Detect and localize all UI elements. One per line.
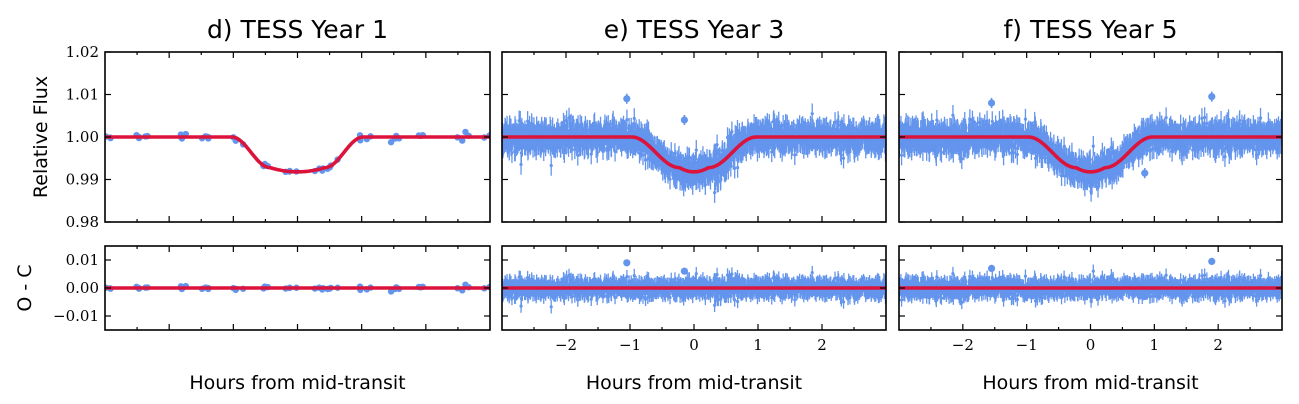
resid-point — [562, 296, 566, 300]
resid-point — [716, 297, 720, 302]
resid-point — [570, 295, 574, 299]
flux-point — [703, 183, 707, 187]
resid-point — [613, 295, 617, 300]
flux-point — [777, 120, 781, 124]
flux-point — [641, 153, 645, 157]
panel-title: d) TESS Year 1 — [207, 15, 388, 44]
flux-point — [459, 137, 466, 144]
flux-point — [716, 180, 720, 184]
flux-point — [733, 166, 737, 170]
flux-point — [613, 149, 617, 153]
resid-point — [576, 298, 580, 302]
resid-point — [643, 297, 648, 301]
outlier-point — [680, 116, 689, 124]
flux-point — [833, 120, 837, 124]
flux-point — [841, 156, 846, 160]
flux-point — [518, 119, 522, 123]
flux-point — [715, 143, 719, 147]
x-axis-label: Hours from mid-transit — [189, 372, 405, 394]
resid-point — [625, 275, 629, 279]
flux-point — [462, 128, 469, 136]
flux-point — [736, 165, 740, 170]
y-tick-label: 0.00 — [66, 279, 99, 297]
resid-point — [549, 305, 553, 309]
resid-point — [518, 275, 522, 280]
y-tick-label: 0.99 — [66, 171, 99, 189]
y-axis-label-flux: Relative Flux — [30, 76, 52, 198]
y-tick-label: 1.00 — [66, 128, 99, 146]
flux-point — [810, 112, 814, 116]
resid-point — [510, 296, 514, 301]
resid-point — [715, 272, 719, 277]
resid-point — [694, 272, 698, 276]
flux-point — [632, 116, 636, 121]
resid-point — [641, 295, 645, 299]
resid-point — [632, 274, 636, 278]
flux-point — [576, 153, 580, 157]
flux-point — [701, 154, 705, 158]
flux-point — [793, 153, 797, 157]
resid-point — [736, 299, 740, 304]
resid-point — [519, 304, 523, 308]
resid-point — [733, 298, 737, 302]
flux-point — [625, 118, 629, 122]
flux-point — [798, 123, 802, 128]
flux-point — [565, 128, 570, 133]
flux-point — [836, 123, 841, 127]
y-tick-label: 1.01 — [66, 86, 99, 104]
y-tick-label: −0.01 — [53, 307, 99, 325]
flux-point — [668, 177, 672, 181]
y-tick-label: 0.01 — [66, 251, 99, 269]
resid-point — [730, 272, 734, 276]
flux-point — [98, 138, 104, 144]
flux-point — [510, 151, 514, 155]
flux-point — [713, 191, 717, 195]
flux-point — [767, 122, 771, 126]
panel-d: d) TESS Year 1 0.98 0.99 1.00 1.01 1.02 −0.01 0… — [14, 15, 491, 394]
resid-point — [668, 295, 672, 300]
outlier-point — [623, 95, 631, 103]
panel-title: e) TESS Year 3 — [604, 15, 785, 44]
resid-point — [687, 277, 691, 281]
resid-point — [98, 288, 104, 294]
flux-point — [687, 156, 691, 160]
flux-point — [570, 148, 574, 152]
transit-model-line — [105, 135, 490, 174]
flux-point — [562, 151, 566, 155]
y-tick-label: 1.02 — [66, 43, 99, 61]
flux-point — [549, 163, 553, 168]
flux-point — [839, 153, 843, 157]
y-tick-label: 0.98 — [66, 213, 99, 231]
flux-data — [502, 93, 886, 203]
flux-point — [519, 162, 523, 167]
resid-point — [713, 303, 717, 307]
y-axis-label-residual: O - C — [14, 264, 36, 311]
flux-point — [694, 148, 698, 152]
flux-point — [730, 130, 734, 134]
